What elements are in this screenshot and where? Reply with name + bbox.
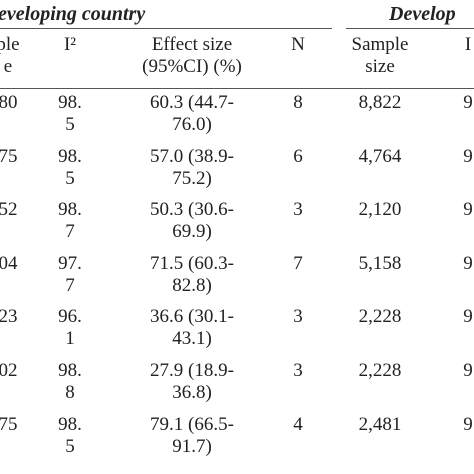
row-4-sample-left: 04 (0, 253, 18, 274)
row-3-right-col: 9 (463, 199, 473, 220)
row-7-effect-size: 79.1 (66.5- (150, 414, 234, 435)
row-2-i2: 98. (58, 146, 82, 167)
row-2-right-col: 9 (463, 146, 473, 167)
row-1-effect-size: 60.3 (44.7- (150, 92, 234, 113)
row-6-effect-size: 36.8) (172, 382, 212, 403)
row-1-sample-left: 80 (0, 92, 18, 113)
row-4-sample-size: 5,158 (358, 253, 402, 274)
row-6-right-col: 9 (463, 360, 473, 381)
row-4-effect-size: 82.8) (172, 275, 212, 296)
row-1-i2: 98. (58, 92, 82, 113)
row-3-i2: 98. (58, 199, 82, 220)
row-5-effect-size: 36.6 (30.1- (150, 306, 234, 327)
row-2-sample-size: 4,764 (358, 146, 402, 167)
developing-country-group-header: eveloping country (0, 3, 146, 25)
row-3-n: 3 (293, 199, 303, 220)
row-5-i2: 1 (65, 328, 75, 349)
row-3-sample-left: 52 (0, 199, 18, 220)
row-7-sample-size: 2,481 (358, 414, 402, 435)
header-i2: I² (63, 34, 77, 55)
developed-country-group-header: Develop (389, 3, 456, 25)
row-2-sample-left: 75 (0, 146, 18, 167)
row-2-effect-size: 75.2) (172, 168, 212, 189)
row-6-i2: 8 (65, 382, 75, 403)
header-sample-size-left: e (3, 56, 13, 77)
row-3-effect-size: 69.9) (172, 221, 212, 242)
row-5-n: 3 (293, 306, 303, 327)
row-6-n: 3 (293, 360, 303, 381)
row-4-right-col: 9 (463, 253, 473, 274)
row-1-right-col: 9 (463, 92, 473, 113)
row-1-effect-size: 76.0) (172, 114, 212, 135)
row-5-sample-size: 2,228 (358, 306, 402, 327)
row-3-effect-size: 50.3 (30.6- (150, 199, 234, 220)
row-2-effect-size: 57.0 (38.9- (150, 146, 234, 167)
row-4-i2: 97. (58, 253, 82, 274)
row-1-n: 8 (293, 92, 303, 113)
row-6-sample-left: 02 (0, 360, 18, 381)
row-3-i2: 7 (65, 221, 75, 242)
row-1-sample-size: 8,822 (358, 92, 402, 113)
header-right-col: I (464, 34, 472, 55)
header-sample-size-left: ple (0, 34, 20, 55)
row-3-sample-size: 2,120 (358, 199, 402, 220)
row-2-n: 6 (293, 146, 303, 167)
header-n: N (291, 34, 305, 55)
row-6-sample-size: 2,228 (358, 360, 402, 381)
developed-group-rule (346, 28, 474, 29)
developing-group-rule (0, 28, 332, 29)
row-7-effect-size: 91.7) (172, 436, 212, 457)
row-5-i2: 96. (58, 306, 82, 327)
row-7-i2: 98. (58, 414, 82, 435)
row-5-sample-left: 23 (0, 306, 18, 327)
row-6-i2: 98. (58, 360, 82, 381)
header-effect-size: (95%CI) (%) (142, 56, 242, 77)
header-sample-size: Sample (351, 34, 409, 55)
row-5-right-col: 9 (463, 306, 473, 327)
row-2-i2: 5 (65, 168, 75, 189)
row-4-n: 7 (293, 253, 303, 274)
row-6-effect-size: 27.9 (18.9- (150, 360, 234, 381)
row-5-effect-size: 43.1) (172, 328, 212, 349)
row-7-right-col: 9 (463, 414, 473, 435)
row-7-sample-left: 75 (0, 414, 18, 435)
header-effect-size: Effect size (151, 34, 233, 55)
row-1-i2: 5 (65, 114, 75, 135)
row-7-n: 4 (293, 414, 303, 435)
header-bottom-rule (0, 88, 474, 89)
row-4-i2: 7 (65, 275, 75, 296)
row-4-effect-size: 71.5 (60.3- (150, 253, 234, 274)
row-7-i2: 5 (65, 436, 75, 457)
header-sample-size: size (365, 56, 395, 77)
